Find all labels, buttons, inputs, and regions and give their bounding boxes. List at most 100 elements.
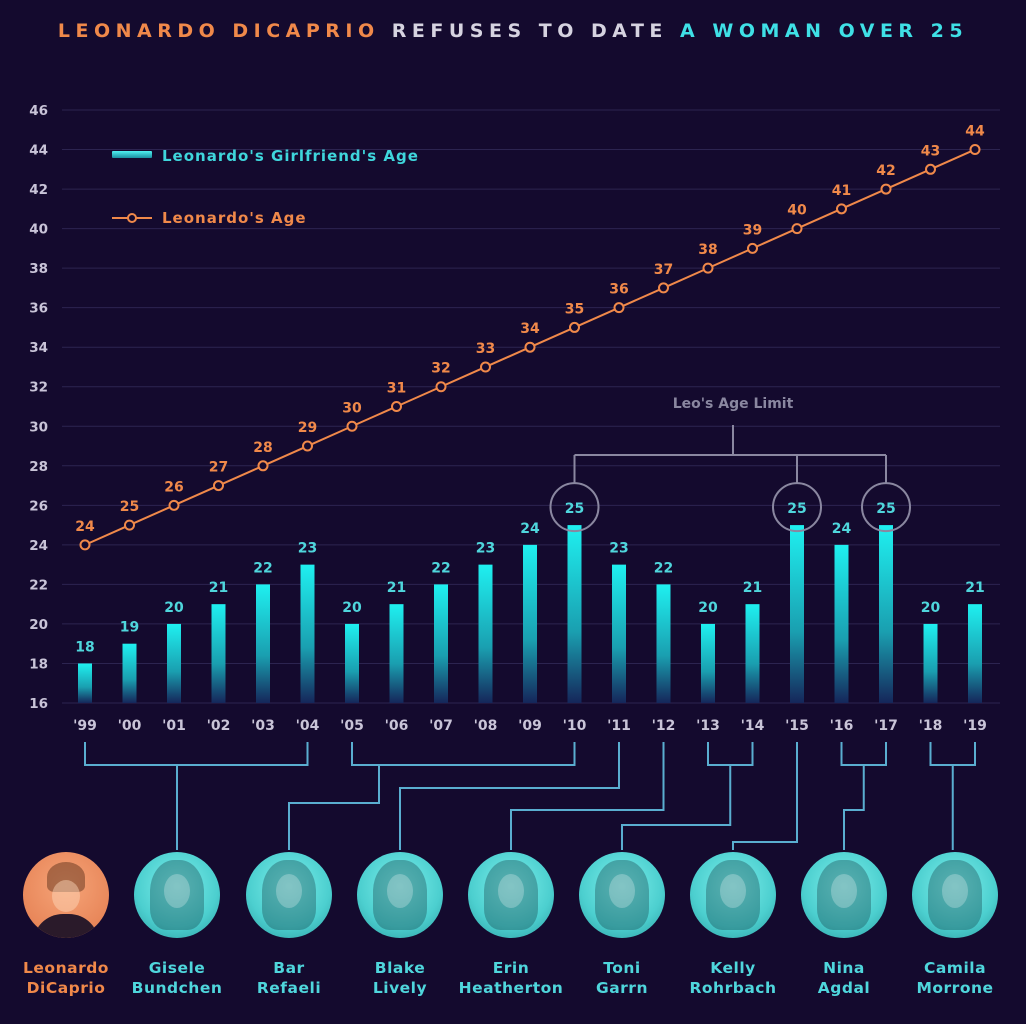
y-tick-label: 20	[29, 617, 48, 633]
girlfriend-age-bar	[345, 623, 359, 703]
avatar	[579, 852, 665, 938]
suit-shape	[33, 914, 99, 938]
girlfriend-age-bar	[567, 525, 582, 703]
face-shape	[720, 874, 746, 908]
person-erin-heatherton: Erin Heatherton	[456, 852, 566, 998]
bar-value-label: 22	[253, 560, 272, 576]
x-tick-label: '08	[474, 718, 498, 734]
bar-value-label: 25	[565, 501, 584, 517]
leo-age-marker	[257, 460, 269, 472]
leo-age-label: 35	[565, 301, 584, 317]
bar-value-label: 21	[387, 580, 406, 596]
bar-value-label: 20	[342, 600, 362, 616]
bar-value-label: 23	[609, 541, 628, 557]
bar-value-label: 24	[520, 521, 540, 537]
avatar	[690, 852, 776, 938]
hair-shape	[47, 862, 85, 892]
person-name: Bar Refaeli	[234, 958, 344, 998]
y-tick-label: 44	[29, 143, 48, 159]
person-last-name: Garrn	[595, 979, 648, 997]
x-tick-label: '02	[207, 718, 231, 734]
avatar	[801, 852, 887, 938]
bar-value-label: 21	[209, 580, 228, 596]
person-last-name: Bundchen	[131, 979, 223, 997]
face-shape	[387, 874, 413, 908]
person-gisele-bundchen: Gisele Bundchen	[122, 852, 232, 998]
person-name: Camila Morrone	[900, 958, 1010, 998]
leo-age-marker	[747, 242, 758, 254]
person-name: Kelly Rohrbach	[678, 958, 788, 998]
leo-age-marker	[925, 163, 936, 175]
hair-shape	[484, 860, 538, 930]
avatar	[23, 852, 109, 938]
person-last-name: Lively	[372, 979, 428, 997]
legend-swatch-leo-marker	[127, 213, 137, 223]
connector-line	[288, 765, 380, 850]
x-tick-label: '09	[518, 718, 542, 734]
person-name: Leonardo DiCaprio	[11, 958, 121, 998]
bar-value-label: 19	[120, 620, 139, 636]
leo-age-label: 27	[209, 460, 228, 476]
age-limit-annotation: Leo's Age Limit	[549, 396, 911, 533]
person-last-name: Refaeli	[256, 979, 322, 997]
person-bar-refaeli: Bar Refaeli	[234, 852, 344, 998]
connector-line	[843, 765, 865, 850]
connector-line	[621, 765, 732, 850]
y-tick-label: 46	[29, 103, 48, 119]
leo-age-marker	[346, 420, 358, 432]
girlfriend-age-bar	[745, 604, 760, 703]
x-tick-label: '18	[919, 718, 943, 734]
x-tick-label: '03	[251, 718, 275, 734]
person-kelly-rohrbach: Kelly Rohrbach	[678, 852, 788, 998]
leo-age-label: 38	[698, 242, 717, 258]
legend: Leonardo's Girlfriend's Age Leonardo's A…	[112, 147, 418, 227]
leo-age-line: 24 25 26 27 28 29 30 31 32 33 34 35 36 37 38 39 40 41 42 43…	[75, 124, 985, 551]
person-name: Toni Garrn	[567, 958, 677, 998]
leo-age-label: 43	[921, 143, 940, 159]
title-part-limit: A WOMAN OVER 25	[680, 20, 969, 42]
leo-age-label: 39	[743, 222, 762, 238]
bar-value-label: 20	[921, 600, 941, 616]
legend-swatch-girlfriend	[112, 151, 152, 158]
y-tick-label: 38	[29, 261, 48, 277]
face-shape	[942, 874, 968, 908]
leo-age-label: 29	[298, 420, 317, 436]
x-tick-label: '12	[652, 718, 676, 734]
person-name: Blake Lively	[345, 958, 455, 998]
y-tick-label: 34	[29, 340, 48, 356]
girlfriend-age-bar	[790, 525, 804, 703]
person-nina-agdal: Nina Agdal	[789, 852, 899, 998]
connector-line	[929, 742, 976, 766]
leo-age-marker	[658, 282, 669, 294]
person-first-name: Nina	[823, 959, 865, 977]
y-tick-label: 26	[29, 498, 48, 514]
leo-age-marker	[880, 183, 892, 195]
face-shape	[52, 880, 80, 912]
leo-age-label: 30	[342, 400, 362, 416]
bar-value-label: 20	[698, 600, 718, 616]
girlfriend-age-bar	[612, 564, 626, 703]
person-last-name: Heatherton	[458, 979, 564, 997]
x-tick-label: '17	[874, 718, 898, 734]
leo-age-marker	[79, 539, 91, 551]
person-first-name: Camila	[923, 959, 987, 977]
hair-shape	[373, 860, 427, 930]
person-first-name: Erin	[492, 959, 530, 977]
bar-value-label: 21	[743, 580, 762, 596]
connector-line	[84, 742, 309, 766]
bar-value-label: 23	[298, 541, 317, 557]
connector-line	[707, 742, 754, 766]
person-first-name: Kelly	[710, 959, 756, 977]
girlfriend-age-bar	[211, 604, 226, 703]
x-tick-label: '10	[563, 718, 587, 734]
leo-age-label: 36	[609, 282, 628, 298]
y-tick-label: 22	[29, 577, 48, 593]
title-part-leo: LEONARDO DICAPRIO	[57, 20, 380, 42]
avatar	[468, 852, 554, 938]
person-name: Nina Agdal	[789, 958, 899, 998]
leo-age-marker	[213, 480, 224, 492]
avatar	[134, 852, 220, 938]
leo-age-marker	[435, 381, 447, 393]
connector-line	[351, 742, 576, 766]
x-tick-label: '15	[785, 718, 809, 734]
